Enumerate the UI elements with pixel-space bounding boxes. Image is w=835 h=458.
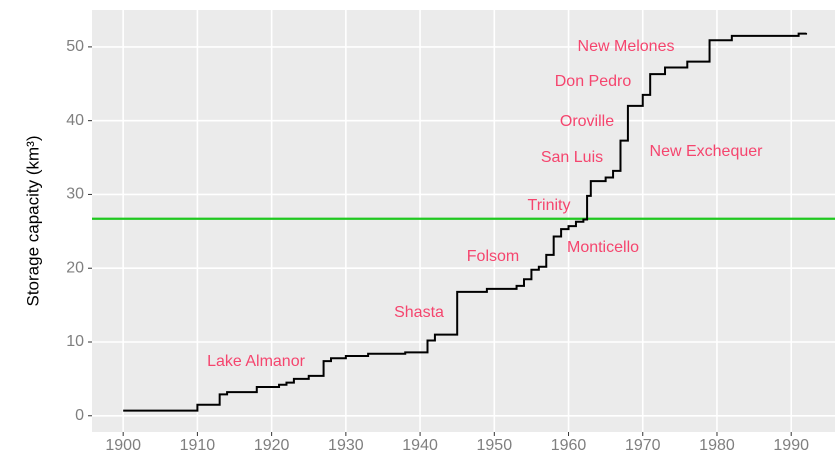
x-tick-label: 1980 xyxy=(699,437,735,454)
step-line xyxy=(123,32,808,412)
annotation: Folsom xyxy=(467,248,519,265)
y-tick-label: 10 xyxy=(66,333,84,350)
plot-panel xyxy=(92,10,835,432)
x-tick-label: 1950 xyxy=(477,437,513,454)
y-tick-label: 40 xyxy=(66,112,84,129)
x-tick-label: 1940 xyxy=(402,437,438,454)
annotation: San Luis xyxy=(541,149,603,166)
annotation: Shasta xyxy=(394,304,444,321)
y-tick-label: 50 xyxy=(66,38,84,55)
annotation: Lake Almanor xyxy=(207,353,306,370)
x-tick-label: 1960 xyxy=(551,437,587,454)
y-axis-label: Storage capacity (km³) xyxy=(23,136,42,307)
annotation: Monticello xyxy=(567,239,639,256)
x-tick-label: 1990 xyxy=(773,437,809,454)
y-tick-label: 0 xyxy=(75,407,84,424)
x-tick-label: 1910 xyxy=(180,437,216,454)
x-tick-label: 1900 xyxy=(105,437,141,454)
annotation: Don Pedro xyxy=(555,73,632,90)
y-tick-label: 20 xyxy=(66,259,84,276)
annotation: New Exchequer xyxy=(650,143,764,160)
x-tick-label: 1920 xyxy=(254,437,290,454)
annotation: Trinity xyxy=(528,197,571,214)
y-tick-label: 30 xyxy=(66,186,84,203)
annotation: New Melones xyxy=(578,38,675,55)
x-tick-label: 1970 xyxy=(625,437,661,454)
annotation: Oroville xyxy=(560,113,614,130)
x-tick-label: 1930 xyxy=(328,437,364,454)
